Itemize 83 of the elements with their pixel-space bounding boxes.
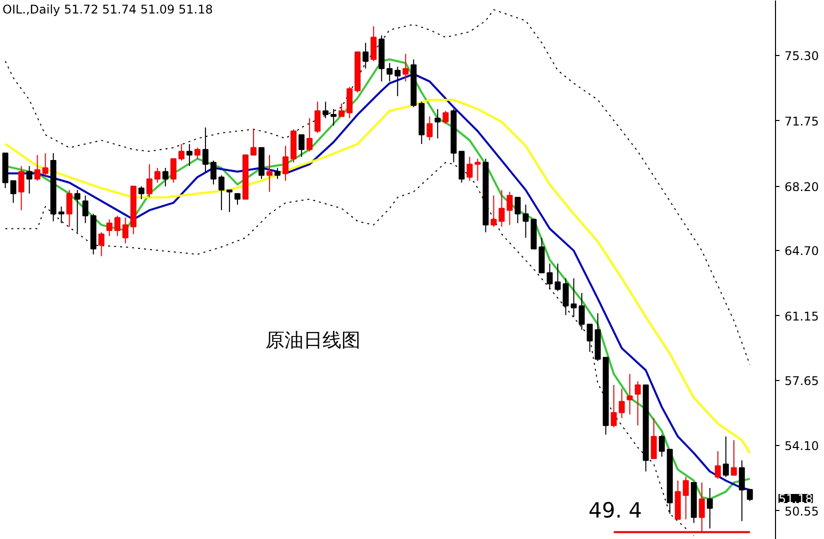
candlestick: [74, 189, 80, 233]
candlestick: [10, 180, 16, 204]
candlestick: [506, 191, 513, 226]
candlestick: [194, 147, 200, 160]
candlestick: [522, 204, 529, 238]
candlestick: [338, 103, 345, 117]
candlestick: [498, 189, 505, 228]
candlestick: [346, 86, 353, 119]
candlestick: [722, 436, 729, 478]
candlestick: [402, 53, 409, 82]
candlestick: [26, 166, 32, 194]
y-tick-label: 50.55: [784, 504, 819, 518]
annotation: 原油日线图: [266, 330, 360, 352]
candlestick: [362, 42, 369, 70]
candlestick: [306, 118, 313, 152]
candlestick: [386, 62, 393, 82]
candlestick: [186, 143, 192, 167]
candlestick: [98, 232, 104, 257]
candlestick: [42, 152, 48, 178]
candlestick: [610, 384, 617, 428]
y-tick-label: 71.75: [784, 114, 819, 128]
text: 51.18: [778, 492, 813, 506]
candlestick: [682, 476, 689, 520]
candlestick: [714, 450, 721, 480]
candlestick: [546, 263, 553, 290]
candlestick: [330, 108, 337, 126]
candlestick: [66, 189, 72, 228]
y-tick-label: 75.30: [784, 49, 819, 64]
candlestick: [746, 488, 753, 502]
candlestick: [266, 154, 272, 192]
candlestick: [250, 128, 256, 156]
annotation: 49. 4: [588, 498, 642, 522]
candlestick: [394, 66, 401, 97]
candlestick: [618, 388, 625, 419]
candlestick: [466, 156, 473, 182]
candlestick: [282, 145, 289, 182]
y-tick-label: 64.70: [784, 244, 819, 258]
y-tick-label: 61.15: [784, 309, 819, 324]
candlestick: [210, 160, 216, 185]
candlestick: [146, 164, 152, 198]
y-tick-label: 68.20: [784, 180, 819, 194]
candlestick: [738, 460, 745, 522]
candlestick: [106, 218, 112, 236]
candlestick: [154, 167, 160, 184]
chart-title: OIL.,Daily 51.72 51.74 51.09 51.18: [2, 2, 213, 16]
candlestick: [634, 380, 641, 426]
candlestick: [170, 158, 176, 184]
candlestick: [474, 158, 481, 182]
candlestick: [706, 487, 713, 529]
candlestick: [298, 134, 305, 158]
candlestick: [426, 116, 433, 141]
candlestick: [586, 324, 593, 352]
candlestick: [178, 143, 184, 162]
candlestick: [514, 196, 521, 224]
candlestick: [18, 166, 24, 211]
candlestick: [658, 434, 665, 458]
y-tick-label: 57.65: [784, 374, 819, 388]
candlestick: [234, 193, 240, 206]
candlestick: [626, 373, 633, 415]
candlestick: [58, 206, 64, 224]
candlestick: [554, 263, 561, 292]
candlestick: [274, 167, 280, 180]
candlestick: [650, 418, 657, 460]
candlestick: [370, 26, 377, 62]
candlestick: [218, 174, 224, 211]
candlestick: [82, 194, 88, 224]
candlestick: [122, 217, 128, 244]
candlestick: [314, 101, 321, 134]
candlestick: [578, 292, 585, 330]
candlestick: [162, 167, 168, 187]
candlestick: [442, 110, 449, 124]
candlestick: [434, 108, 441, 139]
candlestick: [226, 189, 232, 213]
candlestick: [562, 278, 569, 316]
candlestick: [730, 440, 737, 476]
y-tick-label: 54.10: [784, 439, 819, 454]
candlestick: [114, 215, 120, 236]
candlestick: [322, 101, 329, 119]
candlestick: [490, 194, 497, 228]
candlestick: [202, 126, 208, 172]
candlestick: [34, 154, 40, 182]
candlestick: [570, 278, 577, 318]
candlestick: [138, 186, 144, 200]
